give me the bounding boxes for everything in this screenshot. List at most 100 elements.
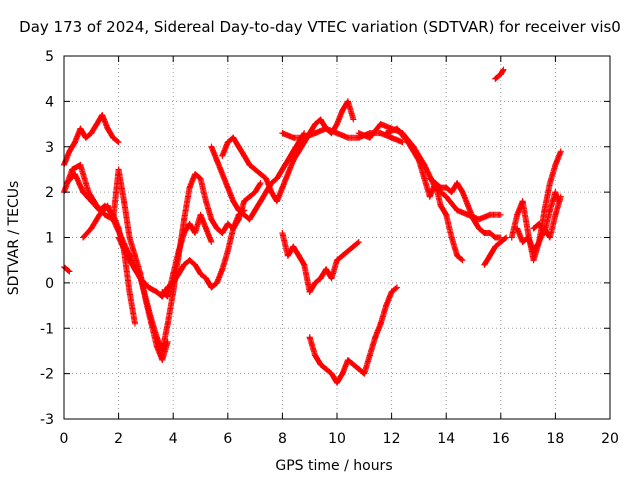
data-point bbox=[486, 211, 493, 218]
x-tick-label: 14 bbox=[437, 431, 455, 447]
data-point bbox=[317, 275, 324, 282]
data-point bbox=[126, 288, 133, 295]
data-point bbox=[230, 134, 237, 141]
data-point bbox=[530, 257, 537, 264]
data-point bbox=[164, 293, 171, 300]
data-point bbox=[339, 252, 346, 259]
series-trace-9 bbox=[208, 130, 308, 223]
data-point bbox=[115, 166, 122, 173]
data-point bbox=[541, 229, 548, 236]
data-point bbox=[110, 216, 117, 223]
y-tick-label: -2 bbox=[40, 367, 54, 383]
data-point bbox=[323, 125, 330, 132]
data-point bbox=[153, 334, 160, 341]
data-point bbox=[121, 198, 128, 205]
data-point bbox=[224, 184, 231, 191]
data-point bbox=[192, 229, 199, 236]
x-tick-label: 8 bbox=[278, 431, 287, 447]
x-tick-label: 20 bbox=[601, 431, 619, 447]
data-point bbox=[290, 148, 297, 155]
data-point bbox=[366, 352, 373, 359]
data-point bbox=[252, 189, 259, 196]
data-point bbox=[514, 225, 521, 232]
data-point bbox=[555, 198, 562, 205]
data-point bbox=[263, 189, 270, 196]
data-point bbox=[323, 366, 330, 373]
data-point bbox=[334, 121, 340, 128]
data-point bbox=[552, 161, 559, 168]
y-tick-label: 4 bbox=[45, 94, 54, 110]
data-point bbox=[145, 284, 152, 291]
data-point bbox=[448, 234, 455, 241]
series-trace-6 bbox=[115, 170, 264, 354]
x-tick-label: 12 bbox=[383, 431, 401, 447]
y-tick-label: -1 bbox=[40, 321, 54, 337]
data-point bbox=[246, 193, 253, 200]
data-point bbox=[279, 229, 286, 236]
data-point bbox=[339, 370, 346, 377]
data-point bbox=[475, 216, 482, 223]
data-point bbox=[230, 225, 237, 232]
data-point bbox=[344, 134, 351, 141]
data-point bbox=[454, 207, 461, 214]
data-point bbox=[530, 225, 537, 232]
data-point bbox=[219, 266, 226, 273]
data-point bbox=[426, 193, 433, 200]
data-point bbox=[181, 216, 188, 223]
data-point bbox=[344, 98, 351, 105]
data-point bbox=[514, 211, 521, 218]
data-point bbox=[235, 207, 242, 214]
data-point bbox=[88, 198, 95, 205]
data-point bbox=[69, 166, 76, 173]
data-point bbox=[186, 220, 193, 227]
data-point bbox=[104, 125, 111, 132]
data-point bbox=[492, 243, 499, 250]
data-point bbox=[224, 220, 231, 227]
y-tick-label: 1 bbox=[45, 231, 54, 247]
data-point bbox=[213, 225, 220, 232]
data-point bbox=[334, 130, 340, 137]
data-point bbox=[131, 252, 138, 259]
data-point bbox=[99, 111, 106, 118]
data-point bbox=[93, 121, 100, 128]
data-point bbox=[350, 243, 357, 250]
data-point bbox=[197, 270, 204, 277]
data-point bbox=[366, 134, 373, 141]
data-point bbox=[279, 130, 286, 137]
data-point bbox=[279, 184, 286, 191]
data-point bbox=[421, 175, 428, 182]
x-tick-label: 6 bbox=[223, 431, 232, 447]
data-point bbox=[263, 175, 270, 182]
data-point bbox=[159, 357, 166, 364]
data-point bbox=[355, 239, 362, 246]
data-point bbox=[557, 148, 564, 155]
data-point bbox=[394, 284, 401, 291]
data-point bbox=[355, 130, 362, 137]
data-point bbox=[88, 225, 95, 232]
data-point bbox=[486, 229, 493, 236]
data-point bbox=[219, 229, 226, 236]
data-point bbox=[454, 180, 461, 187]
data-point bbox=[334, 379, 340, 386]
data-point bbox=[383, 130, 390, 137]
data-point bbox=[268, 189, 275, 196]
data-point bbox=[252, 207, 259, 214]
data-point bbox=[328, 370, 335, 377]
series-trace-12 bbox=[279, 229, 362, 295]
data-point bbox=[273, 198, 280, 205]
data-point bbox=[459, 189, 466, 196]
data-point bbox=[230, 198, 237, 205]
data-point bbox=[175, 270, 182, 277]
data-point bbox=[312, 121, 319, 128]
series-trace-13 bbox=[306, 284, 401, 386]
data-point bbox=[546, 207, 553, 214]
data-point bbox=[257, 170, 264, 177]
x-axis-label: GPS time / hours bbox=[275, 458, 392, 474]
data-point bbox=[208, 143, 215, 150]
data-point bbox=[115, 225, 122, 232]
data-point bbox=[159, 347, 166, 354]
data-point bbox=[126, 234, 133, 241]
series-trace-18 bbox=[481, 234, 510, 268]
